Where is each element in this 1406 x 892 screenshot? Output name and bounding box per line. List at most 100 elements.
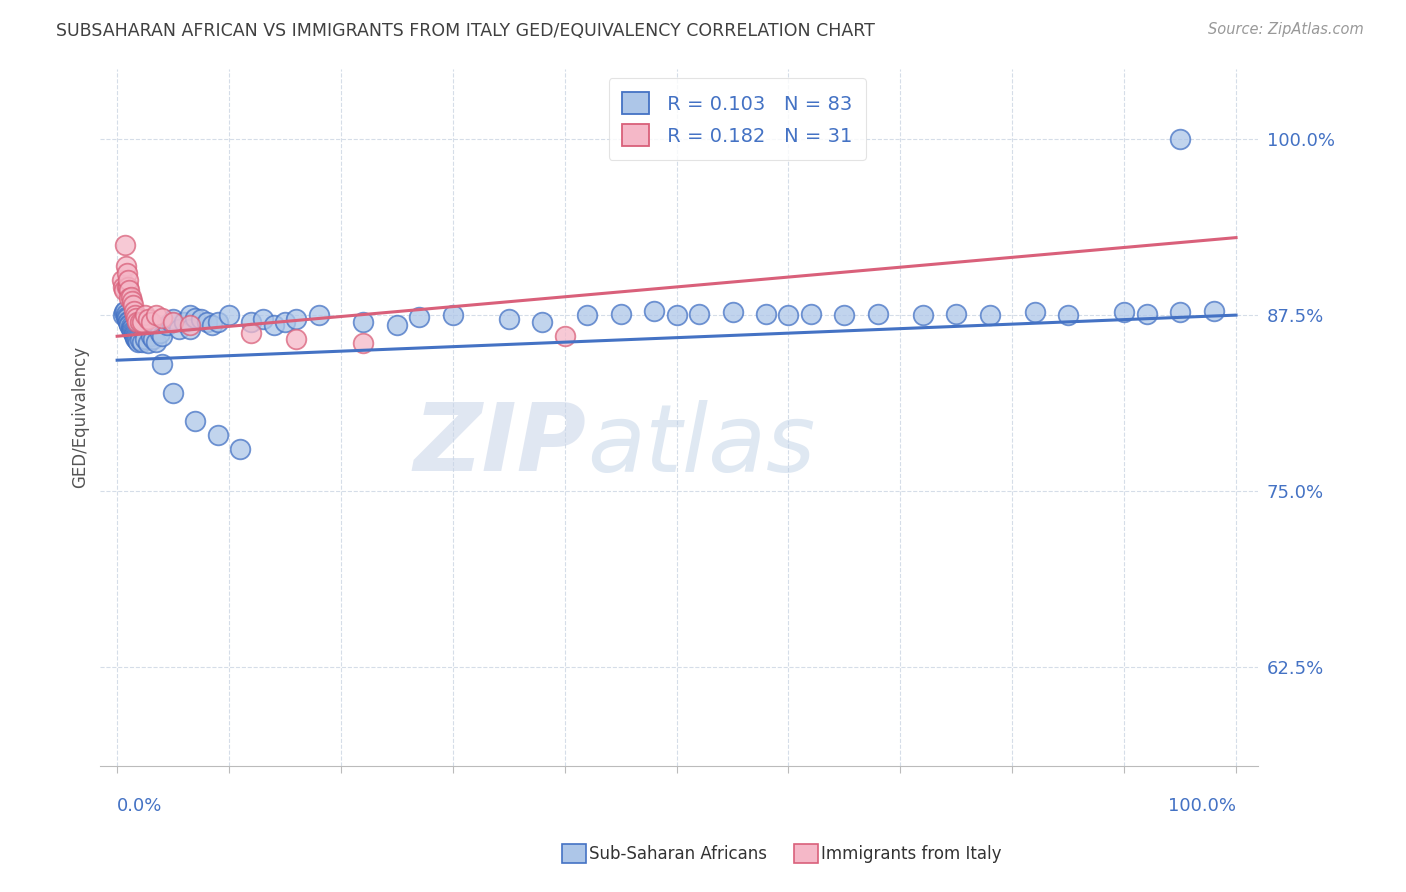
Point — [274, 315, 297, 329]
Point — [118, 283, 141, 297]
Point — [120, 322, 142, 336]
Point — [134, 332, 156, 346]
Point — [688, 307, 710, 321]
Point — [125, 332, 148, 346]
Point — [190, 312, 212, 326]
Point — [184, 310, 207, 325]
Point — [150, 358, 173, 372]
Legend:  R = 0.103   N = 83,  R = 0.182   N = 31: R = 0.103 N = 83, R = 0.182 N = 31 — [609, 78, 866, 160]
Y-axis label: GED/Equivalency: GED/Equivalency — [72, 346, 89, 488]
Point — [112, 283, 135, 297]
Point — [207, 428, 229, 442]
Point — [945, 307, 967, 321]
Point — [139, 315, 162, 329]
Point — [911, 308, 934, 322]
Point — [118, 291, 141, 305]
Point — [124, 331, 146, 345]
Point — [665, 308, 688, 322]
Point — [150, 310, 173, 325]
Point — [120, 319, 142, 334]
Text: Source: ZipAtlas.com: Source: ZipAtlas.com — [1208, 22, 1364, 37]
Point — [128, 315, 150, 329]
Point — [800, 307, 823, 321]
Text: atlas: atlas — [586, 400, 815, 491]
Point — [115, 266, 138, 280]
Point — [127, 334, 149, 348]
Point — [115, 307, 138, 321]
Point — [121, 320, 143, 334]
Point — [576, 308, 599, 322]
Point — [252, 312, 274, 326]
Point — [866, 307, 889, 321]
Point — [150, 329, 173, 343]
Point — [721, 305, 744, 319]
Text: Immigrants from Italy: Immigrants from Italy — [821, 845, 1001, 863]
Point — [173, 315, 195, 329]
Point — [118, 318, 141, 332]
Point — [121, 325, 143, 339]
Point — [145, 308, 167, 322]
Point — [127, 334, 149, 349]
Point — [201, 318, 224, 332]
Point — [131, 315, 153, 329]
Point — [112, 305, 135, 319]
Text: 100.0%: 100.0% — [1168, 797, 1236, 814]
Point — [1168, 132, 1191, 146]
Point — [127, 315, 149, 329]
Point — [122, 326, 145, 341]
Point — [121, 298, 143, 312]
Point — [110, 273, 132, 287]
Point — [114, 304, 136, 318]
Point — [138, 312, 160, 326]
Point — [179, 318, 201, 332]
Point — [229, 442, 252, 456]
Point — [115, 312, 138, 326]
Point — [162, 385, 184, 400]
Point — [179, 308, 201, 322]
Point — [441, 308, 464, 322]
Point — [778, 308, 800, 322]
Point — [149, 326, 172, 341]
Point — [308, 308, 330, 322]
Point — [120, 290, 142, 304]
Point — [162, 312, 184, 326]
Text: 0.0%: 0.0% — [117, 797, 163, 814]
Point — [156, 318, 179, 332]
Point — [117, 315, 139, 329]
Point — [114, 237, 136, 252]
Text: ZIP: ZIP — [413, 399, 586, 491]
Point — [352, 336, 374, 351]
Point — [118, 317, 141, 331]
Point — [121, 293, 143, 308]
Point — [218, 308, 240, 322]
Point — [162, 315, 184, 329]
Point — [385, 318, 408, 332]
Point — [122, 327, 145, 342]
Point — [184, 414, 207, 428]
Point — [408, 310, 430, 324]
Point — [1202, 304, 1225, 318]
Point — [352, 315, 374, 329]
Point — [117, 280, 139, 294]
Point — [122, 304, 145, 318]
Point — [117, 314, 139, 328]
Point — [179, 322, 201, 336]
Point — [121, 324, 143, 338]
Point — [240, 315, 263, 329]
Point — [117, 273, 139, 287]
Point — [498, 312, 520, 326]
Point — [124, 308, 146, 322]
Point — [207, 315, 229, 329]
Point — [195, 315, 218, 329]
Point — [160, 315, 183, 329]
Point — [111, 308, 134, 322]
Text: SUBSAHARAN AFRICAN VS IMMIGRANTS FROM ITALY GED/EQUIVALENCY CORRELATION CHART: SUBSAHARAN AFRICAN VS IMMIGRANTS FROM IT… — [56, 22, 875, 40]
Point — [115, 280, 138, 294]
Point — [145, 334, 167, 349]
Point — [1024, 305, 1046, 319]
Point — [240, 326, 263, 341]
Point — [1057, 308, 1080, 322]
Point — [134, 308, 156, 322]
Point — [1114, 305, 1136, 319]
Point — [609, 307, 631, 321]
